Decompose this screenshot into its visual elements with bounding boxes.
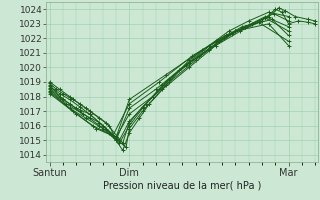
- X-axis label: Pression niveau de la mer( hPa ): Pression niveau de la mer( hPa ): [103, 180, 261, 190]
